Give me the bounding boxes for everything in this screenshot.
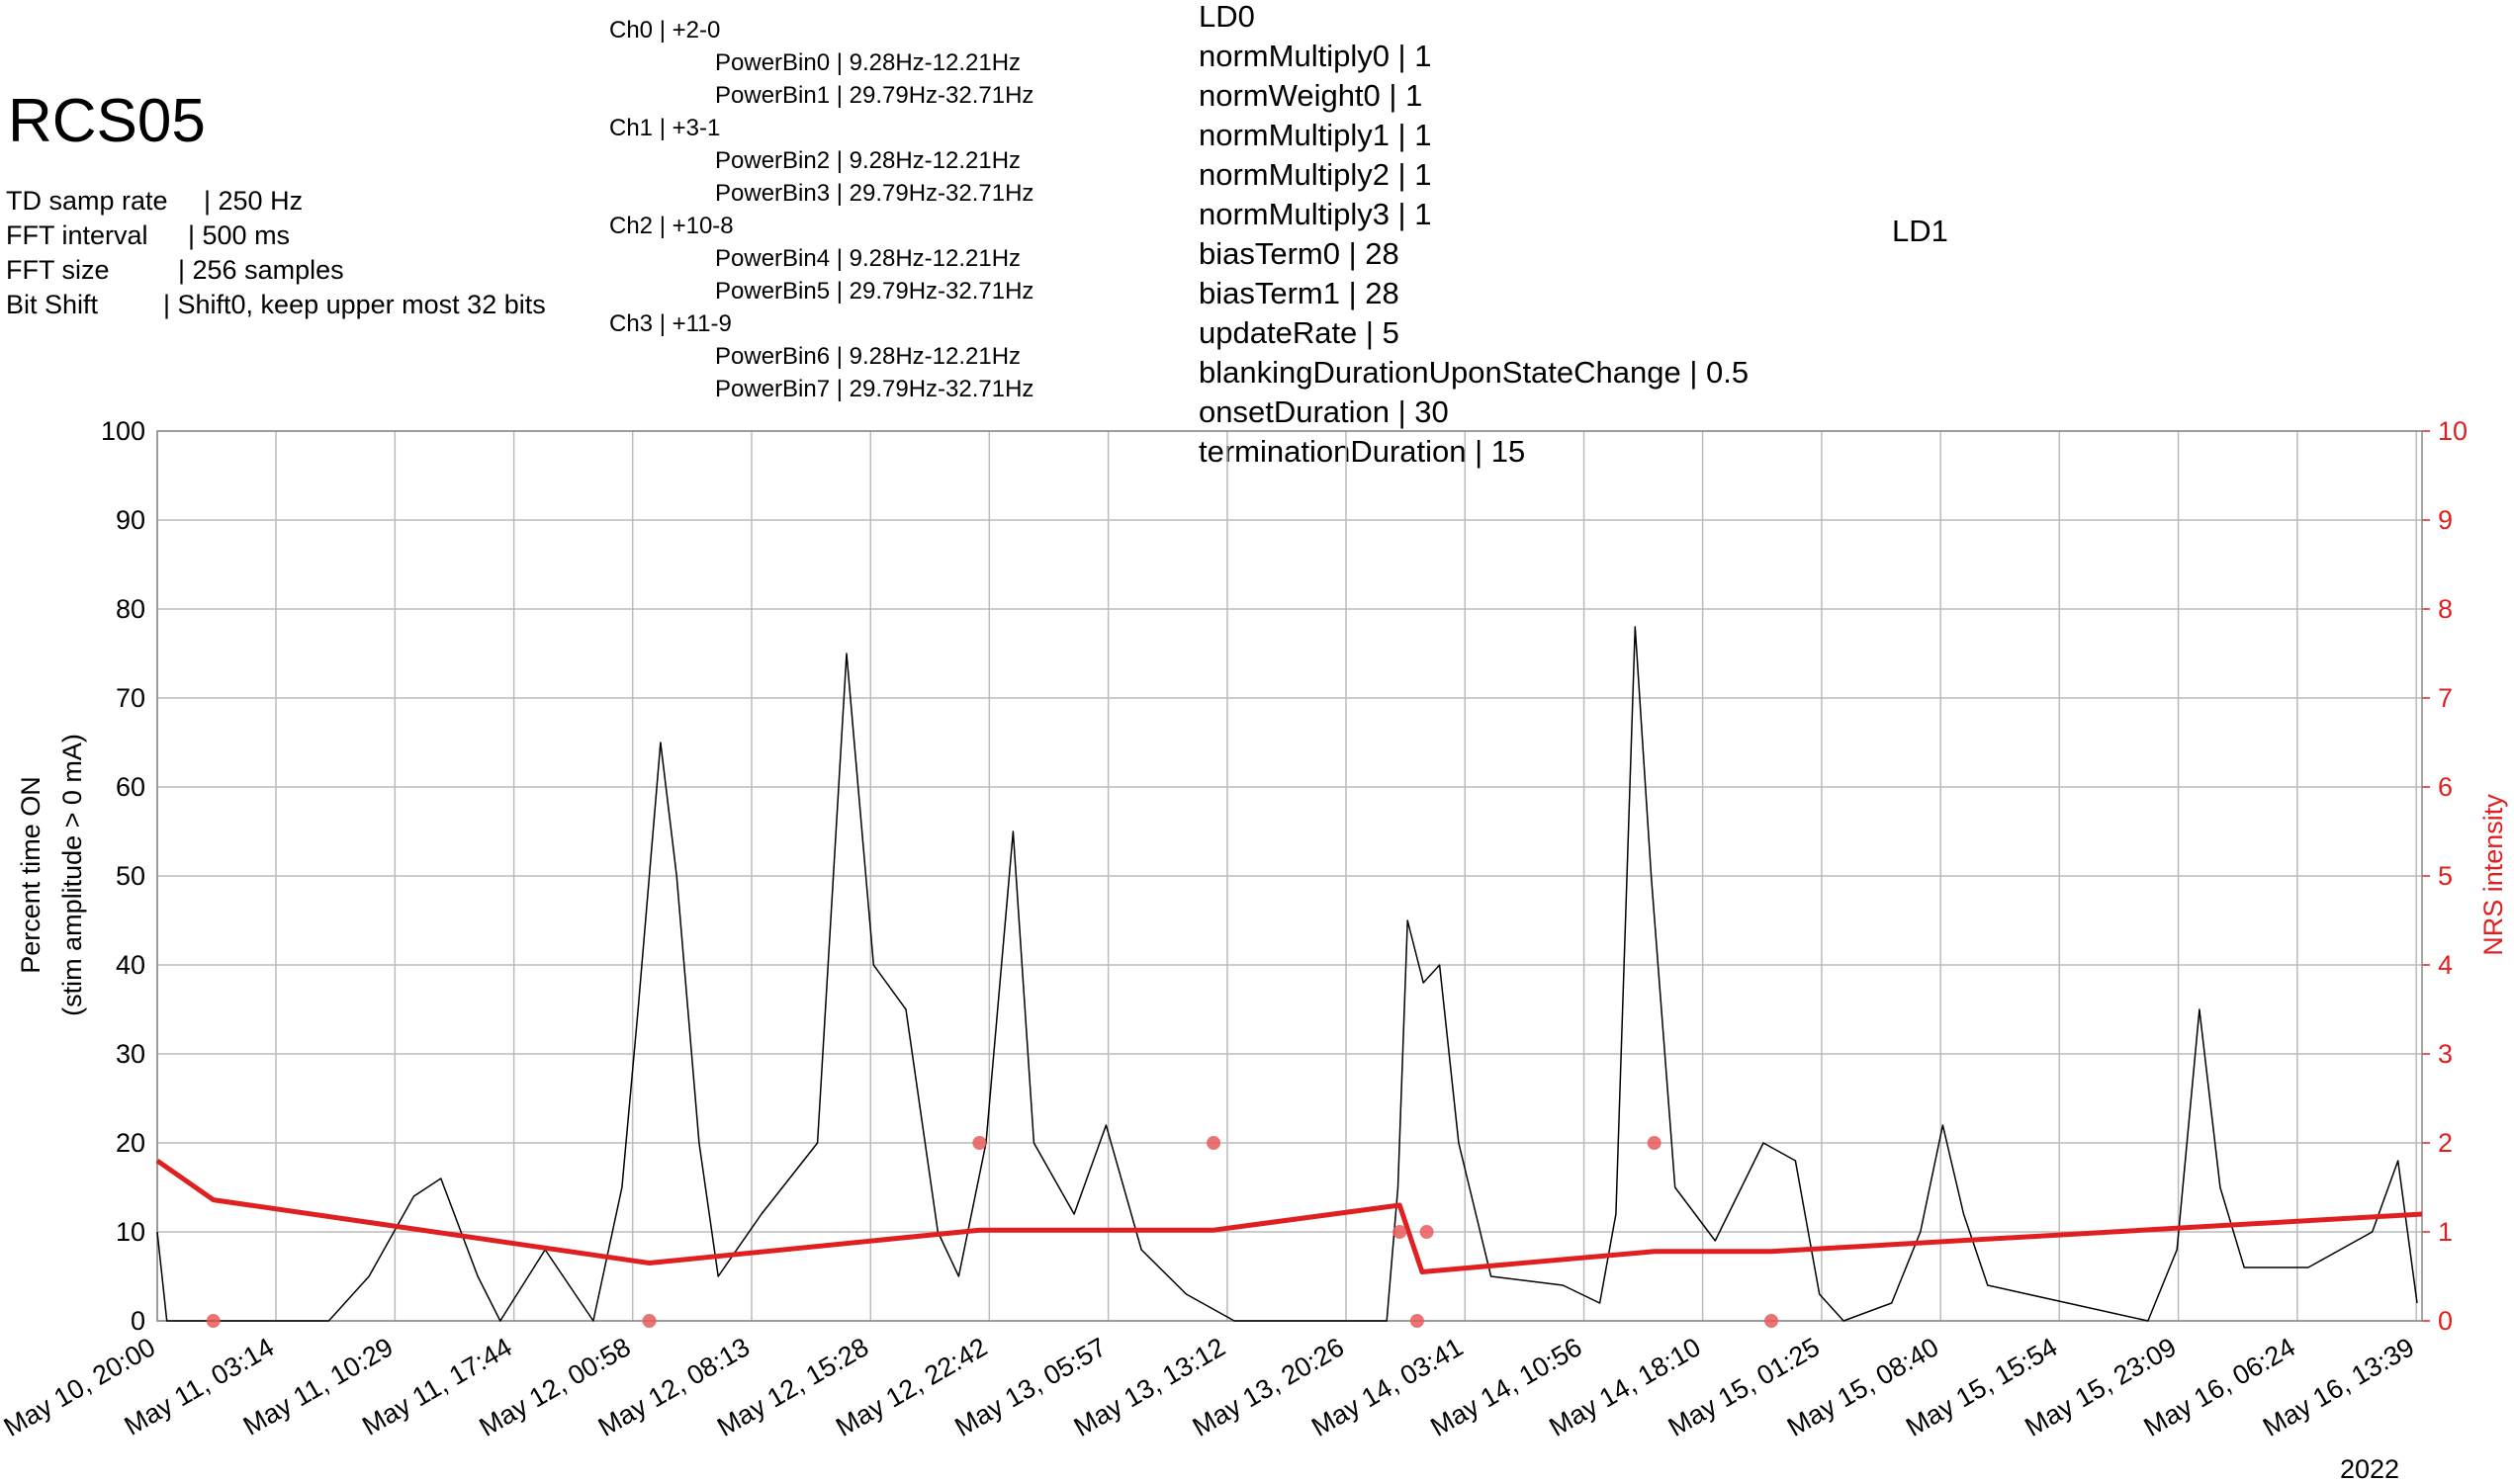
y-tick-label: 60 [116,772,145,802]
nrs-point [1409,1314,1424,1328]
ld0-param: biasTerm0 | 28 [1199,236,1399,271]
power-bin: PowerBin0 | 9.28Hz-12.21Hz [715,49,1021,76]
nrs-point [1647,1136,1661,1150]
y-tick-label: 80 [116,594,145,624]
info-label: FFT interval [6,220,148,250]
year-label: 2022 [2340,1454,2399,1484]
y2-axis-title: NRS intensity [2478,794,2508,956]
info-label: Bit Shift [6,290,99,319]
y-tick-label: 100 [101,416,145,446]
y2-tick-label: 8 [2438,594,2453,624]
y-tick-label: 90 [116,505,145,535]
y-tick-label: 50 [116,861,145,891]
info-value: | 250 Hz [204,186,303,216]
nrs-point [1207,1136,1221,1150]
y-axis-title: (stim amplitude > 0 mA) [57,734,87,1016]
nrs-point [206,1314,221,1328]
ld0-param: normMultiply3 | 1 [1199,197,1431,231]
y-tick-label: 70 [116,683,145,713]
ld0-param: onsetDuration | 30 [1199,394,1449,429]
info-value: | 256 samples [178,255,344,285]
ld0-param: biasTerm1 | 28 [1199,276,1399,310]
power-bin: PowerBin2 | 9.28Hz-12.21Hz [715,147,1021,174]
y2-tick-label: 0 [2438,1306,2453,1336]
power-bin: PowerBin5 | 29.79Hz-32.71Hz [715,278,1033,305]
series-line [155,1158,2423,1274]
title: RCS05 [8,87,206,155]
series-line [156,626,2418,1322]
y2-tick-label: 2 [2438,1128,2453,1158]
y2-tick-label: 3 [2438,1039,2453,1069]
y2-tick-label: 4 [2438,950,2453,980]
info-label: TD samp rate [6,186,168,216]
power-bin: PowerBin7 | 29.79Hz-32.71Hz [715,376,1033,402]
power-bin: PowerBin6 | 9.28Hz-12.21Hz [715,343,1021,370]
ld0-param: blankingDurationUponStateChange | 0.5 [1199,355,1749,390]
y2-tick-label: 10 [2438,416,2468,446]
ld0-param: updateRate | 5 [1199,315,1399,350]
channel-name: Ch2 | +10-8 [609,213,734,239]
y-tick-label: 0 [131,1306,145,1336]
y-tick-label: 40 [116,950,145,980]
y-tick-label: 10 [116,1217,145,1247]
ld1-title: LD1 [1892,214,1948,248]
info-label: FFT size [6,255,110,285]
ld0-param: normMultiply0 | 1 [1199,39,1431,73]
ld0-param: normMultiply1 | 1 [1199,118,1431,152]
channel-name: Ch1 | +3-1 [609,115,720,141]
y2-tick-label: 9 [2438,505,2453,535]
y-tick-label: 30 [116,1039,145,1069]
power-bin: PowerBin3 | 29.79Hz-32.71Hz [715,180,1033,207]
y2-tick-label: 7 [2438,683,2453,713]
y2-tick-label: 6 [2438,772,2453,802]
info-value: | 500 ms [188,220,290,250]
ld0-title: LD0 [1199,0,1255,34]
ld0-param: terminationDuration | 15 [1199,434,1525,469]
nrs-point [1764,1314,1779,1328]
y2-tick-label: 5 [2438,861,2453,891]
nrs-point [1419,1225,1434,1239]
y2-tick-label: 1 [2438,1217,2453,1247]
channel-name: Ch3 | +11-9 [609,310,732,337]
power-bin: PowerBin4 | 9.28Hz-12.21Hz [715,245,1021,272]
power-bin: PowerBin1 | 29.79Hz-32.71Hz [715,82,1033,109]
info-value: | Shift0, keep upper most 32 bits [163,290,546,319]
y-tick-label: 20 [116,1128,145,1158]
ld0-param: normMultiply2 | 1 [1199,157,1431,192]
nrs-point [1392,1225,1407,1239]
ld0-param: normWeight0 | 1 [1199,78,1422,113]
y-axis-title: Percent time ON [16,776,45,974]
nrs-point [972,1136,987,1150]
nrs-point [642,1314,657,1328]
channel-name: Ch0 | +2-0 [609,17,720,44]
